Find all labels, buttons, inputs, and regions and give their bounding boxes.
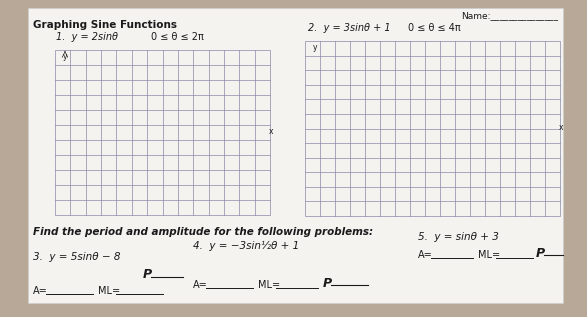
Text: Name:_______________: Name:_______________ <box>461 11 558 20</box>
Text: P: P <box>143 268 152 281</box>
Text: 0 ≤ θ ≤ 2π: 0 ≤ θ ≤ 2π <box>151 32 204 42</box>
Text: 5.  y = sinθ + 3: 5. y = sinθ + 3 <box>418 232 499 242</box>
Text: x: x <box>269 127 274 136</box>
Text: A=: A= <box>193 280 208 290</box>
Text: 1.  y = 2sinθ: 1. y = 2sinθ <box>56 32 118 42</box>
Text: A=: A= <box>418 250 433 260</box>
Text: 0 ≤ θ ≤ 4π: 0 ≤ θ ≤ 4π <box>408 23 461 33</box>
Text: ML=: ML= <box>98 286 120 296</box>
Text: 3.  y = 5sinθ − 8: 3. y = 5sinθ − 8 <box>33 252 120 262</box>
Text: Graphing Sine Functions: Graphing Sine Functions <box>33 20 177 30</box>
Bar <box>55 50 270 215</box>
Text: y: y <box>313 43 318 52</box>
Bar <box>305 41 560 216</box>
Text: 4.  y = −3sin½θ + 1: 4. y = −3sin½θ + 1 <box>193 241 299 251</box>
Text: y: y <box>63 52 68 61</box>
Text: Find the period and amplitude for the following problems:: Find the period and amplitude for the fo… <box>33 227 373 237</box>
Text: A=: A= <box>33 286 48 296</box>
Text: ML=: ML= <box>258 280 280 290</box>
Text: P: P <box>536 247 545 260</box>
Text: 2.  y = 3sinθ + 1: 2. y = 3sinθ + 1 <box>308 23 390 33</box>
Text: P: P <box>323 277 332 290</box>
Text: x: x <box>559 123 564 132</box>
Text: ML=: ML= <box>478 250 500 260</box>
FancyBboxPatch shape <box>28 8 563 303</box>
